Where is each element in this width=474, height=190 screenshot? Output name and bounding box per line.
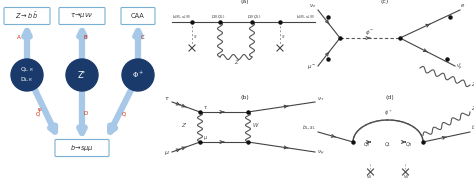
Text: $\Phi^+$: $\Phi^+$ [132, 70, 144, 80]
FancyBboxPatch shape [59, 7, 105, 25]
Text: $\nu_\mu$: $\nu_\mu$ [317, 149, 324, 158]
Text: $\mu$: $\mu$ [164, 149, 170, 157]
Text: CAA: CAA [131, 13, 145, 19]
Text: (a): (a) [241, 0, 249, 4]
Text: (b): (b) [241, 95, 249, 100]
Text: e: e [461, 3, 465, 8]
Text: W: W [252, 123, 257, 128]
Text: $b\!\to\!s\mu\mu$: $b\!\to\!s\mu\mu$ [70, 143, 94, 153]
Text: $v_S$: $v_S$ [366, 173, 373, 181]
Circle shape [11, 59, 43, 91]
Text: $Q_R$: $Q_R$ [363, 140, 371, 149]
Text: $\tau\!\to\!\mu\nu\nu$: $\tau\!\to\!\mu\nu\nu$ [70, 12, 94, 21]
Text: D: D [84, 111, 88, 116]
Text: s: s [282, 34, 284, 39]
Text: Z': Z' [471, 82, 474, 87]
Text: B: B [84, 35, 88, 40]
Text: $b_L, s_L$: $b_L, s_L$ [471, 123, 474, 132]
Text: $\phi^+$: $\phi^+$ [383, 108, 392, 118]
Text: $Z \to b\bar{b}$: $Z \to b\bar{b}$ [16, 11, 38, 21]
Text: $k_{L(R)},s_{L(R)}$: $k_{L(R)},s_{L(R)}$ [172, 13, 191, 21]
Text: $\mu^-$: $\mu^-$ [307, 63, 316, 72]
Text: $\nu_\tau$: $\nu_\tau$ [317, 95, 324, 103]
Text: Q$_{L,R}$
D$_{L,R}$: Q$_{L,R}$ D$_{L,R}$ [20, 66, 34, 84]
Text: $\tau$: $\tau$ [164, 95, 170, 102]
Text: A: A [17, 35, 21, 40]
Text: $Q_L$: $Q_L$ [384, 140, 392, 149]
Text: ψ: ψ [38, 107, 42, 112]
Text: Q: Q [122, 112, 126, 117]
FancyBboxPatch shape [4, 7, 50, 25]
Text: $\mu$: $\mu$ [203, 134, 208, 142]
Circle shape [122, 59, 154, 91]
Text: $\nu_e$: $\nu_e$ [309, 2, 316, 10]
Text: $\tau$: $\tau$ [203, 104, 208, 111]
Text: Z': Z' [181, 123, 186, 128]
Text: Q: Q [36, 112, 40, 117]
Text: $\phi^-$: $\phi^-$ [365, 28, 375, 37]
FancyBboxPatch shape [55, 139, 109, 157]
Text: $D_R(Q_L)$: $D_R(Q_L)$ [247, 13, 261, 21]
Text: Z: Z [234, 60, 238, 65]
Text: (d): (d) [386, 95, 394, 100]
Text: Z': Z' [471, 106, 474, 111]
Text: (c): (c) [381, 0, 389, 4]
Text: $D_R(Q_L)$: $D_R(Q_L)$ [211, 13, 225, 21]
FancyBboxPatch shape [121, 7, 155, 25]
Text: $b_L, s_L$: $b_L, s_L$ [302, 123, 316, 132]
Text: $v_S$: $v_S$ [403, 173, 410, 181]
Text: $k_{L(R)},s_{L(R)}$: $k_{L(R)},s_{L(R)}$ [296, 13, 315, 21]
Text: Z': Z' [78, 70, 86, 79]
Text: $Q_R$: $Q_R$ [405, 140, 413, 149]
Text: C: C [141, 35, 145, 40]
Text: $\nu_\mu^c$: $\nu_\mu^c$ [456, 62, 463, 73]
Circle shape [66, 59, 98, 91]
Text: s: s [194, 34, 197, 39]
